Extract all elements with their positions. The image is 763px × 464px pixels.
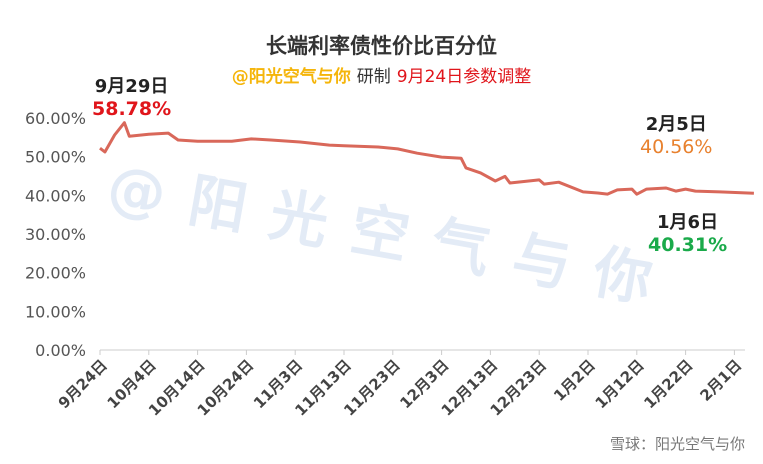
x-tick-label: 9月24日: [55, 356, 111, 412]
annotation-low: 1月6日 40.31%: [648, 208, 727, 256]
annotation-value: 58.78%: [92, 98, 172, 120]
footer-source: 雪球：阳光空气与你: [609, 435, 745, 453]
annotation-date: 9月29日: [94, 76, 169, 97]
annotation-date: 2月5日: [645, 114, 707, 135]
x-tick-label: 1月22日: [640, 356, 696, 412]
author-label: @阳光空气与你: [231, 67, 351, 87]
annotation-value: 40.56%: [640, 136, 713, 158]
y-tick-label: 20.00%: [25, 264, 86, 283]
annotation-peak: 9月29日 58.78%: [92, 72, 171, 120]
y-tick-label: 10.00%: [25, 302, 86, 321]
y-tick-label: 50.00%: [25, 148, 86, 167]
made-label: 研制: [356, 67, 391, 87]
note-label: 9月24日参数调整: [396, 67, 532, 87]
x-tick-label: 1月2日: [550, 356, 599, 405]
y-tick-label: 0.00%: [35, 341, 86, 360]
chart-subtitle: @阳光空气与你 研制 9月24日参数调整: [0, 62, 763, 87]
x-tick-label: 2月1日: [697, 356, 746, 405]
y-tick-label: 60.00%: [25, 109, 86, 128]
annotation-date: 1月6日: [657, 212, 719, 233]
annotation-latest: 2月5日 40.56%: [640, 110, 712, 158]
y-tick-label: 40.00%: [25, 186, 86, 205]
chart-title: 长端利率债性价比百分位: [266, 34, 497, 58]
annotation-value: 40.31%: [648, 234, 728, 256]
x-tick-label: 1月12日: [592, 356, 648, 412]
watermark: @ 阳 光 空 气 与 你: [103, 152, 660, 315]
y-tick-label: 30.00%: [25, 225, 86, 244]
